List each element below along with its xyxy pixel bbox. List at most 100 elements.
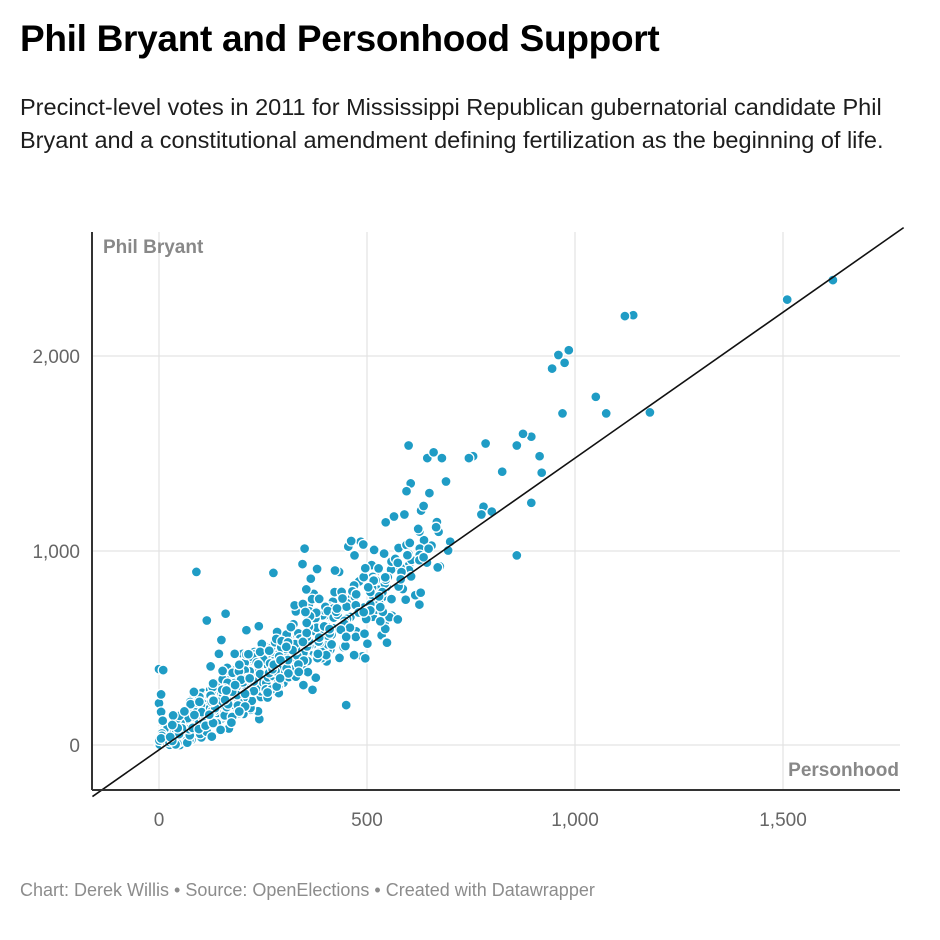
- data-point: [392, 613, 404, 626]
- data-point: [486, 505, 498, 518]
- data-point: [398, 508, 411, 521]
- data-point: [299, 606, 312, 618]
- data-point: [300, 583, 312, 596]
- x-tick-label: 1,500: [759, 810, 807, 831]
- data-point: [563, 344, 575, 356]
- data-point: [261, 686, 274, 699]
- data-point: [340, 631, 352, 643]
- data-point: [333, 652, 346, 664]
- data-point: [188, 686, 200, 698]
- data-point: [233, 659, 245, 671]
- data-point: [190, 566, 203, 578]
- data-point: [313, 593, 325, 605]
- data-point: [285, 621, 297, 633]
- data-point: [350, 588, 362, 600]
- data-point: [546, 362, 558, 375]
- data-point: [536, 467, 548, 479]
- data-point: [432, 561, 444, 574]
- data-point: [244, 672, 256, 684]
- data-point: [475, 508, 488, 521]
- data-point: [412, 523, 424, 535]
- data-point: [310, 672, 322, 684]
- data-point: [415, 587, 427, 599]
- data-point: [511, 549, 523, 562]
- data-point: [267, 567, 280, 579]
- data-point: [368, 544, 380, 556]
- y-tick-label: 2,000: [32, 347, 80, 368]
- data-point: [331, 602, 343, 615]
- data-point: [312, 648, 324, 660]
- data-point: [417, 500, 430, 512]
- data-point: [178, 705, 191, 718]
- data-point: [358, 628, 371, 640]
- y-tick-label: 0: [69, 736, 80, 757]
- data-point: [379, 571, 391, 583]
- data-point: [380, 516, 392, 528]
- data-point: [552, 349, 565, 361]
- data-point: [253, 620, 265, 632]
- data-point: [329, 564, 341, 577]
- data-point: [340, 699, 352, 711]
- data-point: [298, 542, 311, 555]
- data-point: [336, 592, 349, 605]
- data-point: [556, 407, 569, 420]
- data-point: [296, 558, 309, 570]
- data-point: [362, 581, 374, 593]
- data-point: [220, 684, 233, 697]
- data-point: [361, 638, 374, 650]
- data-point: [305, 573, 317, 585]
- data-point: [325, 638, 338, 651]
- data-point: [374, 615, 386, 627]
- data-point: [263, 645, 275, 657]
- data-point: [225, 716, 238, 729]
- data-point: [423, 487, 436, 499]
- data-point: [193, 696, 206, 708]
- data-point: [215, 634, 228, 646]
- data-point: [204, 660, 217, 673]
- points-layer: [153, 274, 839, 751]
- reference-line: [91, 226, 905, 798]
- data-point: [400, 485, 413, 497]
- data-point: [479, 437, 492, 450]
- data-point: [359, 562, 371, 574]
- data-point: [216, 665, 229, 677]
- data-point: [293, 666, 305, 678]
- data-point: [600, 407, 612, 420]
- data-point: [348, 549, 361, 562]
- data-point: [525, 497, 537, 509]
- data-point: [348, 649, 360, 661]
- data-point: [311, 563, 323, 575]
- data-point: [644, 406, 656, 419]
- data-point: [402, 439, 415, 452]
- data-point: [297, 679, 310, 691]
- data-point: [430, 521, 442, 533]
- data-point: [781, 293, 793, 306]
- data-point: [463, 452, 475, 464]
- data-point: [385, 593, 398, 605]
- data-point: [359, 652, 371, 664]
- data-point: [274, 672, 286, 684]
- data-point: [558, 357, 571, 369]
- data-point: [440, 475, 452, 488]
- data-point: [392, 557, 404, 569]
- data-point: [157, 664, 169, 676]
- data-point: [344, 622, 356, 634]
- data-point: [372, 562, 385, 575]
- data-point: [619, 310, 631, 322]
- x-tick-label: 1,000: [551, 810, 599, 831]
- x-tick-label: 500: [351, 810, 383, 831]
- data-point: [166, 719, 178, 731]
- x-tick-label: 0: [154, 810, 165, 831]
- data-point: [345, 535, 357, 547]
- chart-footer: Chart: Derek Willis • Source: OpenElecti…: [20, 880, 595, 900]
- data-point: [240, 624, 253, 636]
- data-point: [590, 391, 602, 403]
- y-axis-title: Phil Bryant: [103, 237, 204, 258]
- data-point: [229, 679, 241, 691]
- data-point: [213, 648, 225, 660]
- data-point: [378, 547, 390, 560]
- data-point: [280, 641, 292, 653]
- data-point: [207, 677, 219, 690]
- data-point: [533, 450, 546, 462]
